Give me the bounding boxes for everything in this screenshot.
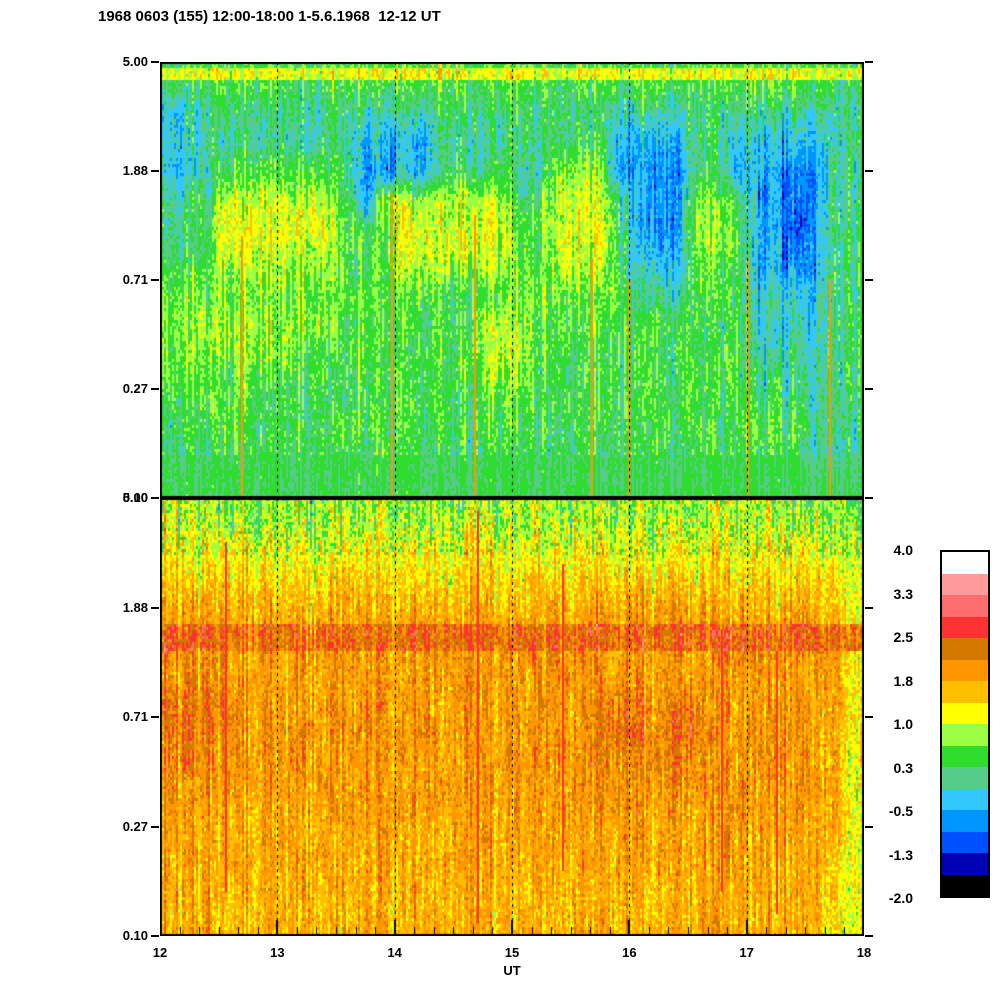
x-tick-label: 15 <box>504 945 520 960</box>
colorbar-segment <box>942 595 988 617</box>
colorbar-segment <box>942 724 988 746</box>
y-tick-mark <box>151 716 159 718</box>
y-tick-mark <box>865 935 873 937</box>
y-tick-mark <box>151 935 159 937</box>
colorbar-segment <box>942 681 988 703</box>
y-tick-label: 1.88 <box>122 163 148 178</box>
colorbar-segment <box>942 853 988 875</box>
y-tick-label: 5.00 <box>122 490 148 505</box>
colorbar <box>940 550 990 898</box>
colorbar-segment <box>942 552 988 574</box>
colorbar-segment <box>942 616 988 638</box>
colorbar-segment <box>942 745 988 767</box>
colorbar-segment <box>942 573 988 595</box>
y-tick-mark <box>151 388 159 390</box>
y-tick-label: 0.71 <box>122 709 148 724</box>
colorbar-tick-label: -0.5 <box>888 803 913 819</box>
x-tick-label: 12 <box>152 945 168 960</box>
y-tick-mark <box>151 497 159 499</box>
x-tick-label: 18 <box>856 945 872 960</box>
y-tick-mark <box>865 825 873 828</box>
y-tick-label: 0.27 <box>122 381 148 396</box>
colorbar-segment <box>942 788 988 810</box>
colorbar-segment <box>942 767 988 789</box>
y-tick-mark <box>865 497 873 499</box>
y-tick-mark <box>865 388 873 390</box>
y-tick-mark <box>151 825 159 828</box>
spectrogram-bottom-panel <box>160 498 864 936</box>
x-axis-title: UT <box>503 963 521 978</box>
colorbar-segment <box>942 874 988 896</box>
colorbar-tick-label: 0.3 <box>893 759 913 776</box>
y-tick-mark <box>865 61 873 63</box>
y-tick-label: 0.10 <box>122 928 148 943</box>
y-tick-mark <box>865 606 873 609</box>
y-tick-label: 0.27 <box>122 818 148 834</box>
spectrogram-top-panel <box>160 62 864 498</box>
x-tick-label: 14 <box>387 945 402 960</box>
y-tick-label: 1.88 <box>122 599 148 615</box>
colorbar-tick-label: 4.0 <box>893 542 913 558</box>
y-tick-label: 5.00 <box>122 54 148 69</box>
x-tick-label: 16 <box>622 945 637 960</box>
chart-title: 1968 0603 (155) 12:00-18:00 1-5.6.1968 1… <box>98 8 441 25</box>
colorbar-tick-label: -1.3 <box>888 846 913 863</box>
y-tick-label: 0.10 <box>122 490 148 505</box>
y-tick-mark <box>151 170 159 172</box>
colorbar-tick-label: 1.8 <box>893 672 913 689</box>
colorbar-tick-label: -2.0 <box>888 890 913 906</box>
y-tick-label: 0.71 <box>122 272 148 287</box>
colorbar-tick-label: 1.0 <box>893 716 913 732</box>
y-tick-mark <box>865 716 873 718</box>
y-tick-mark <box>865 279 873 281</box>
colorbar-segment <box>942 810 988 832</box>
y-tick-mark <box>151 61 159 63</box>
y-tick-mark <box>151 279 159 281</box>
x-tick-label: 17 <box>739 945 754 960</box>
colorbar-segment <box>942 702 988 724</box>
colorbar-tick-label: 3.3 <box>893 585 913 602</box>
colorbar-segment <box>942 659 988 681</box>
y-tick-mark <box>151 606 159 609</box>
y-tick-mark <box>865 170 873 172</box>
colorbar-segment <box>942 638 988 660</box>
colorbar-segment <box>942 831 988 853</box>
x-tick-label: 13 <box>270 945 285 960</box>
colorbar-tick-label: 2.5 <box>893 629 913 645</box>
